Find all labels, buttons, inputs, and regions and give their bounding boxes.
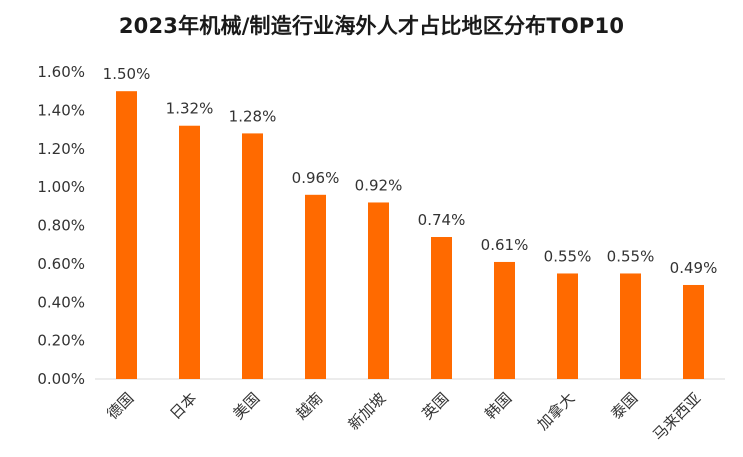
chart-title: 2023年机械/制造行业海外人才占比地区分布TOP10 <box>118 14 625 38</box>
y-tick-label: 1.20% <box>37 140 85 158</box>
y-tick-label: 1.40% <box>37 101 85 119</box>
category-label: 新加坡 <box>345 389 390 434</box>
data-label: 0.55% <box>607 247 655 265</box>
bar <box>368 202 389 379</box>
category-label: 英国 <box>418 389 452 423</box>
category-label: 马来西亚 <box>649 389 704 444</box>
category-label: 越南 <box>292 389 326 423</box>
category-label: 德国 <box>103 389 137 423</box>
data-label: 0.74% <box>418 211 466 229</box>
y-tick-label: 0.60% <box>37 255 85 273</box>
category-label: 日本 <box>166 389 200 423</box>
y-tick-label: 1.00% <box>37 178 85 196</box>
bar <box>557 273 578 379</box>
bar <box>620 273 641 379</box>
data-label: 0.55% <box>544 247 592 265</box>
y-tick-label: 0.00% <box>37 370 85 388</box>
bar <box>179 125 200 379</box>
category-label: 加拿大 <box>534 389 579 434</box>
data-label: 0.92% <box>355 176 403 194</box>
data-label: 1.50% <box>103 65 151 83</box>
data-label: 0.61% <box>481 236 529 254</box>
data-label: 0.49% <box>670 259 718 277</box>
bar <box>431 237 452 379</box>
category-label: 韩国 <box>481 389 515 423</box>
category-label: 美国 <box>229 389 263 423</box>
bar <box>683 284 704 379</box>
bar <box>116 91 137 379</box>
data-label: 1.32% <box>166 100 214 118</box>
bar <box>494 261 515 379</box>
category-label: 泰国 <box>607 389 641 423</box>
y-tick-label: 0.80% <box>37 217 85 235</box>
y-tick-label: 1.60% <box>37 63 85 81</box>
bar <box>242 133 263 379</box>
bar <box>305 194 326 379</box>
data-label: 0.96% <box>292 169 340 187</box>
y-tick-label: 0.20% <box>37 332 85 350</box>
data-label: 1.28% <box>229 107 277 125</box>
y-tick-label: 0.40% <box>37 293 85 311</box>
